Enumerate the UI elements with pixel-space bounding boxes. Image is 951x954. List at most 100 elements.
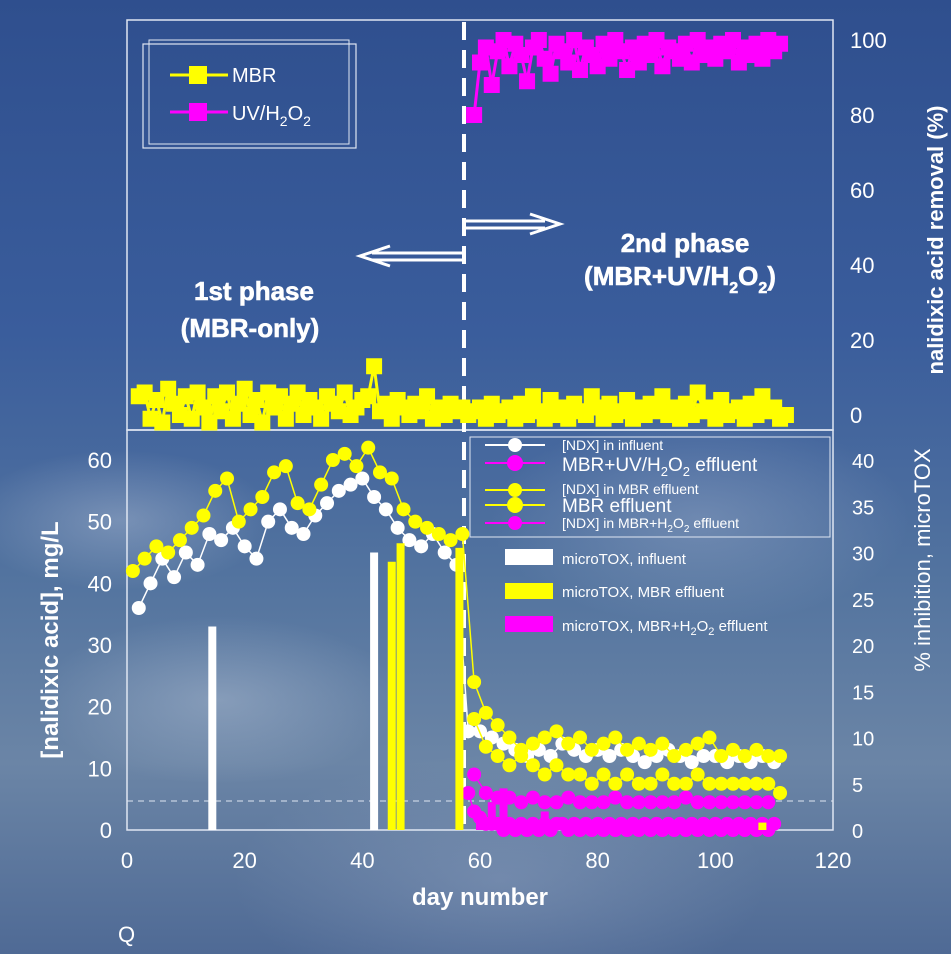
legend-microtox-influent-swatch: [505, 549, 553, 565]
bottom-series-0-point: [402, 533, 417, 548]
bottom-series-3-point: [549, 758, 564, 773]
bottom-series-4-point: [690, 795, 705, 810]
bottom-series-3-point: [478, 739, 493, 754]
bottom-series-1-point: [443, 533, 458, 548]
bottom-series-4-point: [561, 790, 576, 805]
bottom-series-4-point: [549, 795, 564, 810]
bottom-series-1-point: [396, 502, 411, 517]
bottom-series-0-point: [696, 749, 711, 763]
top-series-1-point: [772, 35, 789, 52]
bottom-series-0-point: [143, 576, 158, 591]
top-series-0-point: [254, 414, 271, 431]
phase2-arrow: [466, 212, 565, 236]
legend-uvh2o2-marker: [189, 103, 207, 121]
top-series-1-point: [542, 65, 559, 82]
x-tick-label: 80: [585, 848, 609, 873]
top-series-0-point: [154, 414, 171, 431]
x-axis-label: day number: [412, 884, 548, 911]
bottom-series-4-point: [467, 767, 482, 782]
top-series-0-point: [160, 380, 177, 397]
bottom-series-3-point: [514, 749, 529, 763]
microtox-bar: [758, 822, 767, 830]
bottom-y2-tick-label: 0: [852, 821, 863, 843]
bottom-series-1-point: [525, 736, 540, 751]
bottom-series-0-point: [684, 755, 699, 770]
bottom-series-1-point: [161, 545, 176, 560]
phase1-label-line2: (MBR-only): [181, 313, 320, 343]
bottom-series-4-point: [584, 795, 599, 810]
bottom-series-0-point: [461, 724, 476, 739]
bottom-series-1-point: [667, 749, 682, 763]
top-y-tick-label: 20: [850, 328, 874, 353]
bottom-series-0-point: [367, 490, 382, 504]
legend-microtox-mbr-swatch: [505, 583, 553, 599]
bottom-series-3-point: [561, 767, 576, 782]
bottom-series-3-point: [725, 776, 740, 791]
bottom-series-1-point: [725, 742, 740, 757]
bottom-series-1-point: [502, 730, 517, 745]
top-series-0-point: [336, 384, 353, 401]
legend-mbr-uv-effluent-marker: [507, 455, 523, 471]
top-series-0-point: [189, 384, 206, 401]
top-series-0-point: [366, 358, 383, 375]
microtox-bar: [476, 816, 484, 830]
bottom-series-3-point: [502, 758, 517, 773]
top-legend: MBR UV/H2O2: [142, 39, 357, 149]
bottom-series-0-point: [437, 545, 452, 560]
bottom-series-1-point: [184, 520, 199, 535]
bottom-series-2-point: [461, 786, 476, 800]
x-tick-label: 20: [232, 848, 256, 873]
bottom-series-1-point: [255, 490, 270, 504]
top-series-0-point: [277, 410, 294, 427]
bottom-series-1-point: [172, 533, 187, 548]
top-series-0-point: [689, 384, 706, 401]
bottom-series-0-point: [331, 483, 346, 498]
top-y-tick-label: 100: [850, 28, 887, 53]
bottom-y2-tick-label: 30: [852, 544, 874, 566]
bottom-series-3-point: [490, 749, 505, 763]
microtox-bar: [208, 626, 217, 830]
bottom-series-1-point: [678, 742, 693, 757]
bottom-series-0-point: [637, 755, 652, 770]
bottom-series-1-point: [773, 749, 788, 763]
bottom-series-4-point: [514, 795, 529, 810]
microtox-bar: [396, 543, 405, 830]
bottom-series-1-point: [620, 742, 635, 757]
top-series-layer: [130, 32, 794, 431]
bottom-y-axis-label: [nalidixic acid], mg/L: [37, 521, 64, 758]
top-y-tick-label: 0: [850, 403, 862, 428]
bottom-series-4-point: [749, 795, 764, 810]
bottom-y2-tick-label: 40: [852, 451, 874, 473]
bottom-series-3-point: [525, 758, 540, 773]
bottom-series-0-point: [296, 527, 311, 541]
bottom-series-1-point: [537, 730, 552, 745]
bottom-series-4-point: [725, 795, 740, 810]
x-tick-label: 120: [815, 848, 852, 873]
bottom-y-tick-label: 30: [88, 633, 112, 658]
bottom-series-1-point: [467, 675, 482, 689]
legend-ndx-influent-label: [NDX] in influent: [562, 437, 663, 453]
bottom-series-0-point: [237, 539, 252, 554]
bottom-series-2-point: [767, 816, 782, 831]
bottom-series-1-point: [655, 736, 670, 751]
bottom-series-0-point: [202, 527, 217, 541]
bottom-series-4-point: [678, 790, 693, 805]
bottom-series-3-point: [667, 776, 682, 791]
bottom-series-0-point: [414, 539, 429, 554]
bottom-series-0-point: [602, 749, 617, 763]
microtox-bar: [540, 811, 549, 830]
bottom-series-3-point: [749, 776, 764, 791]
bottom-series-layer: [125, 440, 788, 837]
bottom-y2-tick-label: 20: [852, 636, 874, 658]
bottom-series-3-point: [702, 776, 717, 791]
bottom-series-1-point: [349, 459, 364, 474]
bottom-series-1-point: [549, 724, 564, 739]
bottom-y-tick-label: 50: [88, 510, 112, 535]
tick-label-layer: 0 20 40 60 80 100 0 10 20 30 40 50 60 0 5 10 15 20 25 30 35 4…: [88, 28, 887, 873]
bottom-series-3-point: [773, 786, 788, 800]
microtox-bar: [499, 788, 508, 830]
bottom-series-4-point: [631, 795, 646, 810]
bottom-y-tick-label: 40: [88, 571, 112, 596]
